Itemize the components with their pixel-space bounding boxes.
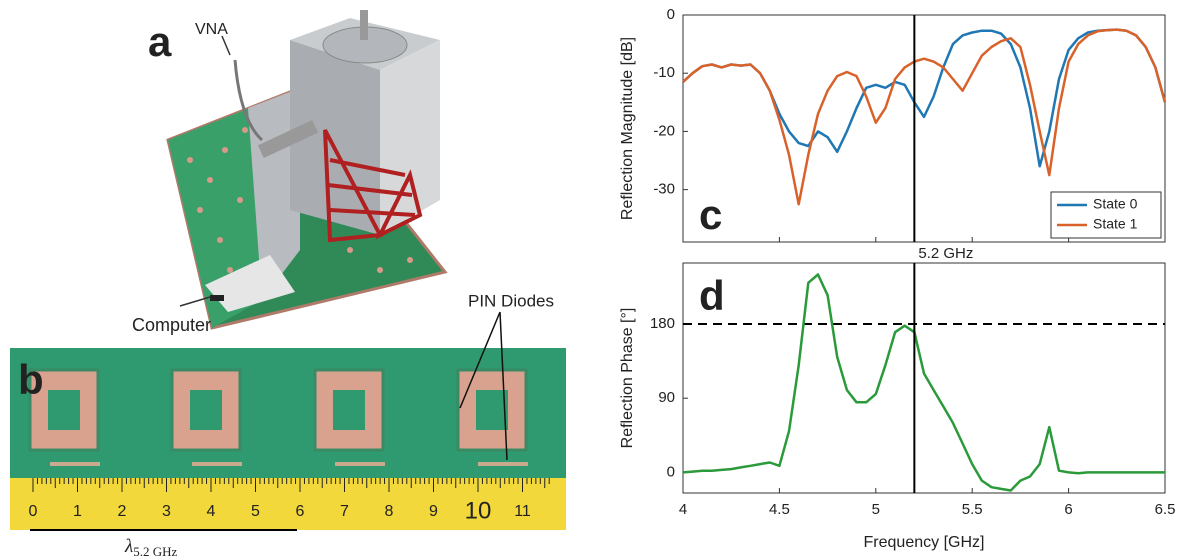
ruler-label: 3 bbox=[162, 503, 171, 520]
scale-label: λ5.2 GHz bbox=[124, 536, 178, 559]
ruler-label: 9 bbox=[429, 503, 438, 520]
x-tick-label: 6 bbox=[1064, 501, 1072, 518]
ruler-label: 4 bbox=[207, 503, 216, 520]
ruler-label: 8 bbox=[385, 503, 394, 520]
reference-label: 5.2 GHz bbox=[918, 245, 973, 262]
legend-box bbox=[1050, 191, 1162, 239]
ruler-label: 6 bbox=[296, 503, 305, 520]
panel-label: a bbox=[148, 18, 172, 65]
annotation: VNA bbox=[195, 21, 228, 38]
y-tick-label: 90 bbox=[658, 389, 675, 406]
y-tick-label: -30 bbox=[653, 181, 675, 198]
board-photo bbox=[10, 311, 566, 531]
x-tick-label: 4.5 bbox=[769, 501, 790, 518]
data-line bbox=[682, 28, 1167, 206]
ruler-label: 2 bbox=[118, 503, 127, 520]
plot-area bbox=[682, 262, 1166, 494]
scale-subscript: 5.2 GHz bbox=[133, 544, 177, 559]
legend-label: State 1 bbox=[1093, 216, 1138, 232]
panel-label: b bbox=[18, 356, 44, 403]
y-tick-label: 180 bbox=[650, 315, 675, 332]
y-tick-label: -20 bbox=[653, 122, 675, 139]
panel-label: c bbox=[699, 191, 722, 238]
y-axis-title: Reflection Magnitude [dB] bbox=[619, 37, 636, 220]
annotation: PIN Diodes bbox=[468, 291, 554, 310]
y-tick-label: 0 bbox=[667, 6, 675, 23]
x-axis-title: Frequency [GHz] bbox=[864, 534, 985, 551]
legend-label: State 0 bbox=[1093, 196, 1138, 212]
ruler-label: 0 bbox=[29, 503, 38, 520]
data-line bbox=[682, 273, 1165, 492]
ruler-label: 5 bbox=[251, 503, 260, 520]
y-tick-label: -10 bbox=[653, 64, 675, 81]
ruler-label: 10 bbox=[465, 497, 492, 524]
annotation: Computer bbox=[132, 315, 211, 335]
x-tick-label: 5 bbox=[872, 501, 880, 518]
ruler-label: 7 bbox=[340, 503, 349, 520]
ruler-label: 11 bbox=[514, 503, 531, 520]
x-tick-label: 4 bbox=[679, 501, 687, 518]
y-axis-title: Reflection Phase [°] bbox=[619, 308, 636, 449]
panel-label: d bbox=[699, 272, 725, 319]
x-tick-label: 6.5 bbox=[1155, 501, 1176, 518]
y-tick-label: 0 bbox=[667, 463, 675, 480]
device-photo bbox=[166, 10, 448, 330]
x-tick-label: 5.5 bbox=[962, 501, 983, 518]
ruler-label: 1 bbox=[73, 503, 82, 520]
scale-symbol: λ bbox=[124, 536, 133, 557]
